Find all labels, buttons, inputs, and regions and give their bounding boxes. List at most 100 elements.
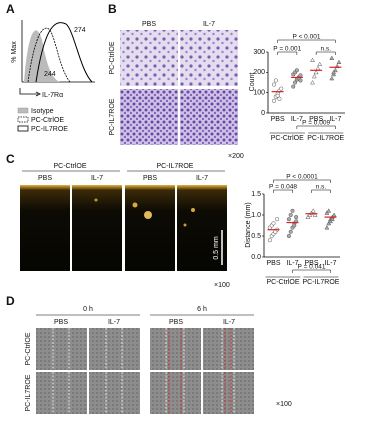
data-point bbox=[324, 210, 330, 215]
column-label: IL-7 bbox=[203, 21, 215, 28]
y-tick-label: 0.0 bbox=[251, 254, 261, 261]
data-point bbox=[311, 73, 317, 79]
significance-bracket bbox=[277, 39, 336, 43]
significance-bracket bbox=[315, 51, 336, 55]
data-point bbox=[294, 215, 299, 220]
column-label: IL-7 bbox=[108, 319, 120, 326]
panel-label: D bbox=[6, 294, 15, 308]
data-point bbox=[290, 208, 295, 213]
significance-label: P < 0.001 bbox=[293, 34, 321, 41]
group-label: PC-IL7ROE bbox=[157, 163, 194, 170]
panel-label: C bbox=[6, 152, 15, 166]
invasion-images bbox=[20, 185, 227, 271]
micrograph bbox=[120, 89, 178, 145]
data-point bbox=[273, 229, 278, 234]
data-point bbox=[275, 217, 280, 222]
data-point bbox=[329, 55, 335, 60]
legend-label: PC-CtrlOE bbox=[31, 117, 64, 124]
micrograph bbox=[36, 328, 87, 370]
scale-bar-label: 0.5 mm bbox=[213, 236, 220, 260]
group-label: PC-IL7ROE bbox=[303, 279, 340, 286]
data-point bbox=[317, 61, 323, 67]
micrograph bbox=[180, 30, 238, 86]
x-tick-label: IL-7 bbox=[291, 116, 303, 123]
y-label: Count bbox=[249, 73, 256, 92]
column-label: PBS bbox=[54, 319, 68, 326]
x-label: IL-7Rα bbox=[42, 92, 63, 99]
data-point bbox=[326, 208, 332, 213]
data-point bbox=[298, 78, 303, 83]
significance-label: n.s. bbox=[316, 184, 327, 191]
legend-label: Isotype bbox=[31, 108, 54, 115]
group-label: PC-IL7ROE bbox=[307, 135, 344, 142]
data-point bbox=[277, 96, 282, 101]
data-point bbox=[293, 80, 298, 85]
data-point bbox=[271, 221, 276, 226]
data-point bbox=[271, 98, 277, 103]
x-tick-label: PBS bbox=[266, 260, 280, 267]
micrograph bbox=[150, 372, 201, 414]
x-tick-label: IL-7 bbox=[286, 260, 298, 267]
data-point bbox=[332, 67, 338, 73]
significance-label: P = 0.009 bbox=[302, 120, 330, 127]
x-tick-label: PBS bbox=[309, 116, 323, 123]
magnification: ×100 bbox=[276, 401, 292, 408]
column-label: IL-7 bbox=[223, 319, 235, 326]
group-label: PC-CtrlOE bbox=[266, 279, 299, 286]
time-label: 0 h bbox=[83, 306, 93, 313]
y-label: % Max bbox=[11, 41, 18, 63]
column-label: PBS bbox=[142, 21, 156, 28]
data-point bbox=[288, 212, 293, 218]
significance-label: P < 0.0001 bbox=[286, 174, 318, 181]
data-point bbox=[279, 86, 284, 91]
column-label: PBS bbox=[169, 319, 183, 326]
data-point bbox=[328, 218, 333, 224]
data-point bbox=[315, 65, 321, 71]
data-point bbox=[326, 220, 332, 226]
data-point bbox=[336, 59, 342, 65]
data-point bbox=[310, 208, 316, 213]
data-point bbox=[273, 78, 278, 83]
significance-bracket bbox=[296, 125, 336, 129]
row-label: PC-CtrlOE bbox=[109, 41, 116, 74]
x-tick-label: PBS bbox=[271, 116, 285, 123]
significance-label: P = 0.048 bbox=[269, 184, 297, 191]
peak-label: 274 bbox=[74, 27, 86, 34]
data-point bbox=[267, 238, 272, 243]
micrograph bbox=[89, 372, 140, 414]
significance-bracket bbox=[273, 189, 293, 193]
micrograph bbox=[180, 89, 238, 145]
x-tick-label: PBS bbox=[304, 260, 318, 267]
column-label: PBS bbox=[143, 175, 157, 182]
column-label: PBS bbox=[38, 175, 52, 182]
data-point bbox=[312, 212, 318, 217]
significance-bracket bbox=[273, 179, 331, 183]
data-point bbox=[288, 229, 293, 234]
data-point bbox=[329, 216, 335, 222]
y-tick-label: 100 bbox=[253, 90, 265, 97]
magnification: ×200 bbox=[228, 153, 244, 160]
column-label: IL-7 bbox=[196, 175, 208, 182]
panel-label: A bbox=[6, 2, 15, 16]
data-point bbox=[294, 68, 299, 73]
micrograph bbox=[203, 372, 254, 414]
magnification: ×100 bbox=[214, 282, 230, 289]
data-point bbox=[291, 84, 296, 89]
x-tick-label: IL-7 bbox=[329, 116, 341, 123]
y-tick-label: 1.0 bbox=[251, 212, 261, 219]
data-point bbox=[275, 93, 280, 98]
y-label: Distance (mm) bbox=[245, 202, 252, 248]
group-label: PC-CtrlOE bbox=[53, 163, 86, 170]
data-point bbox=[310, 79, 315, 85]
y-tick-label: 0.5 bbox=[251, 233, 261, 240]
significance-bracket bbox=[292, 269, 331, 273]
column-label: IL-7 bbox=[91, 175, 103, 182]
data-point bbox=[331, 212, 337, 217]
row-label: PC-CtrlOE bbox=[25, 332, 32, 365]
row-label: PC-IL7ROE bbox=[109, 98, 116, 135]
data-point bbox=[305, 214, 311, 219]
data-point bbox=[310, 57, 315, 62]
data-point bbox=[286, 233, 291, 239]
data-point bbox=[286, 217, 291, 222]
y-tick-label: 1.5 bbox=[251, 191, 261, 198]
